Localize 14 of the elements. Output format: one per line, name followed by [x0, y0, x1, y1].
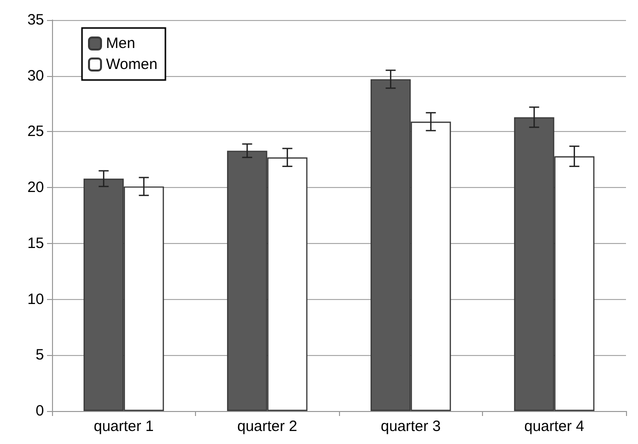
x-tick-label: quarter 1 — [94, 418, 154, 435]
y-tick-label: 35 — [27, 12, 44, 28]
y-tick-label: 30 — [27, 67, 44, 84]
x-tick-label: quarter 2 — [237, 418, 298, 435]
y-tick-label: 5 — [36, 346, 44, 364]
y-tick-label: 15 — [27, 234, 44, 252]
y-tick-label: 25 — [27, 123, 44, 140]
x-tick-label: quarter 4 — [524, 418, 584, 435]
legend-label: Women — [106, 56, 158, 73]
x-tick-label: quarter 3 — [380, 418, 441, 435]
legend-label: Men — [106, 35, 136, 52]
y-tick-label: 0 — [36, 402, 44, 420]
y-tick-label: 10 — [27, 290, 44, 308]
y-tick-label: 20 — [27, 179, 44, 196]
